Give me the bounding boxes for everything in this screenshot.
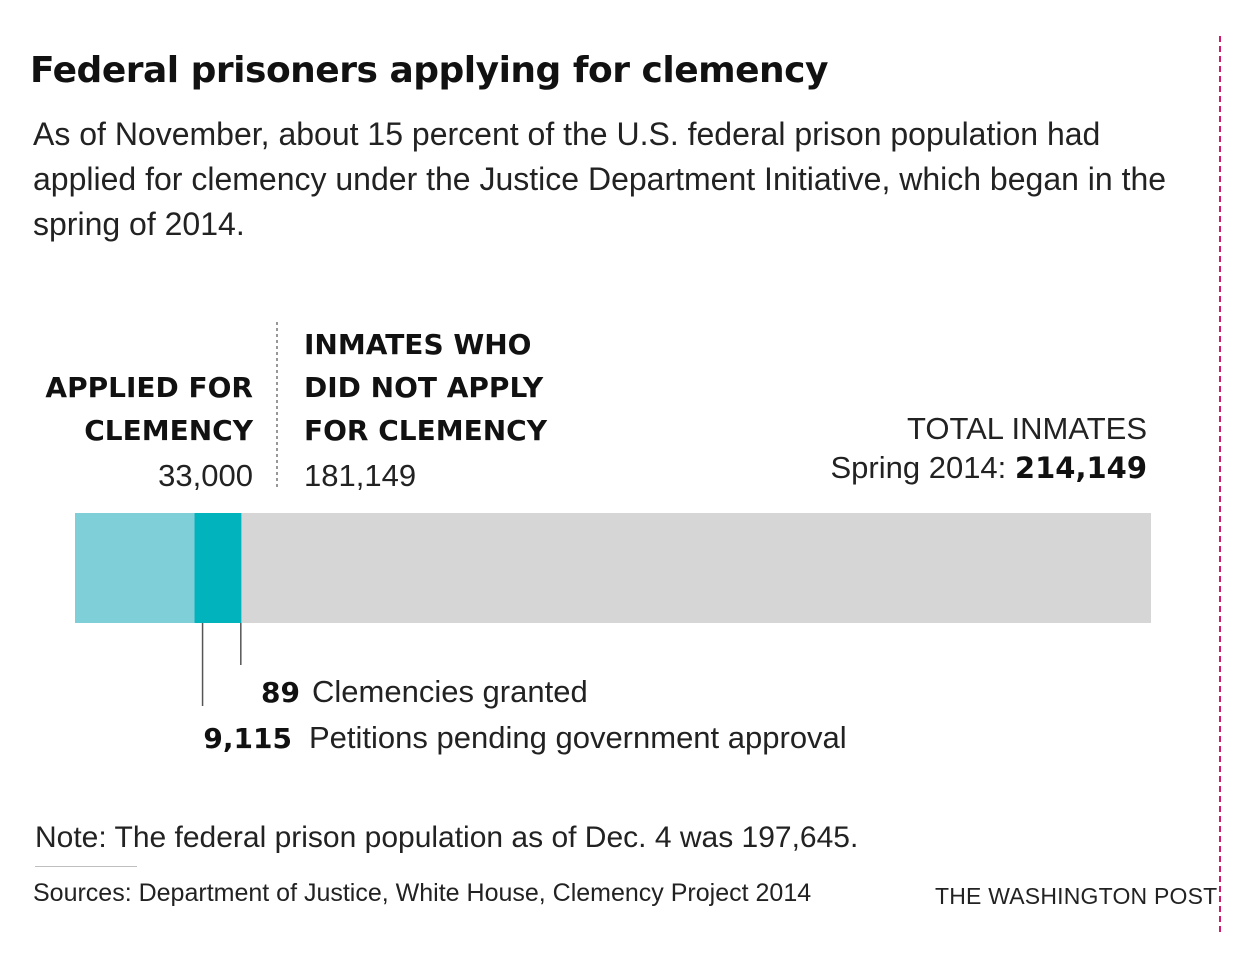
bar-pending — [194, 513, 241, 623]
notapplied-label-line3: FOR CLEMENCY — [304, 414, 548, 447]
granted-desc: Clemencies granted — [312, 674, 588, 709]
publisher-credit: THE WASHINGTON POST — [935, 883, 1218, 909]
granted-annotation: 89 — [261, 676, 300, 709]
applied-label-line2: CLEMENCY — [84, 414, 253, 447]
notapplied-label-line2: DID NOT APPLY — [304, 371, 544, 404]
note-divider — [35, 866, 137, 867]
pending-desc: Petitions pending government approval — [309, 720, 847, 755]
pending-value: 9,115 — [203, 722, 292, 755]
total-prefix: Spring 2014: — [830, 450, 1014, 485]
pending-annotation: 9,115 — [203, 722, 292, 755]
chart-sources: Sources: Department of Justice, White Ho… — [33, 879, 812, 907]
bar-notapplied — [240, 513, 1151, 623]
total-value: 214,149 — [1015, 451, 1147, 485]
granted-value: 89 — [261, 676, 300, 709]
stacked-bar-chart: APPLIED FOR CLEMENCY 33,000 INMATES WHO … — [45, 322, 1151, 755]
notapplied-value-label: 181,149 — [304, 458, 416, 493]
applied-value-label: 33,000 — [158, 458, 253, 493]
frame-edge-line — [1219, 36, 1221, 932]
bar-granted — [240, 513, 242, 623]
total-label: TOTAL INMATES — [907, 411, 1147, 446]
chart-subtitle: As of November, about 15 percent of the … — [33, 116, 1167, 242]
chart-title: Federal prisoners applying for clemency — [30, 50, 829, 91]
notapplied-label-line1: INMATES WHO — [304, 328, 531, 361]
chart-note: Note: The federal prison population as o… — [35, 821, 859, 854]
total-value-label: Spring 2014: 214,149 — [830, 450, 1147, 485]
applied-label-line1: APPLIED FOR — [45, 371, 253, 404]
